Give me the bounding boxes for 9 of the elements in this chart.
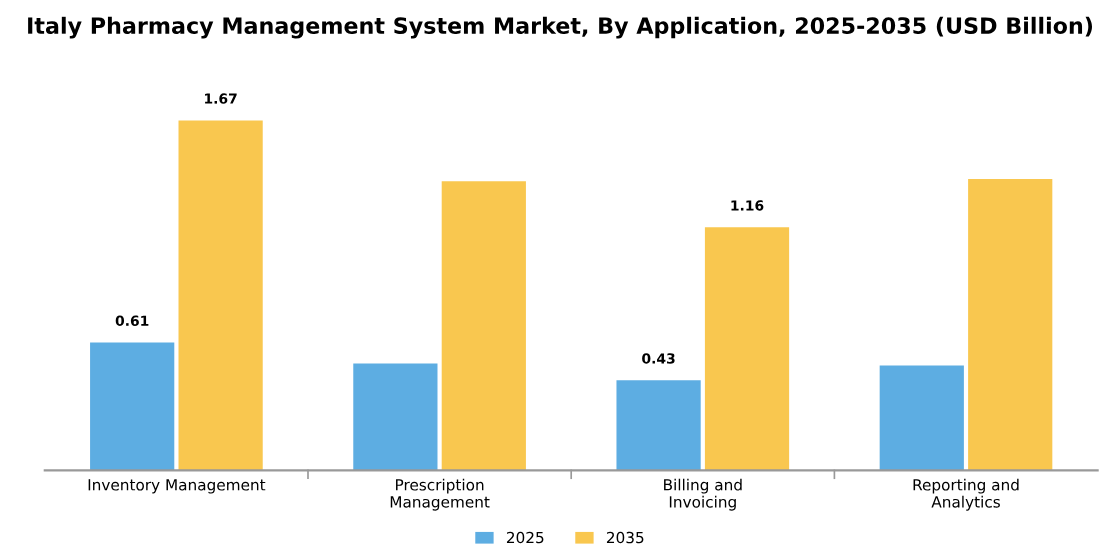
bar: [90, 342, 175, 471]
bar: [704, 227, 790, 471]
chart-title: Italy Pharmacy Management System Market, By Application, 2025-2035 (USD Billion): [28, 16, 1093, 39]
bar: [968, 179, 1053, 471]
bar: [879, 365, 964, 471]
bar: [616, 380, 701, 471]
bar: [353, 363, 438, 471]
bar: [441, 181, 526, 471]
bar: [178, 120, 263, 471]
